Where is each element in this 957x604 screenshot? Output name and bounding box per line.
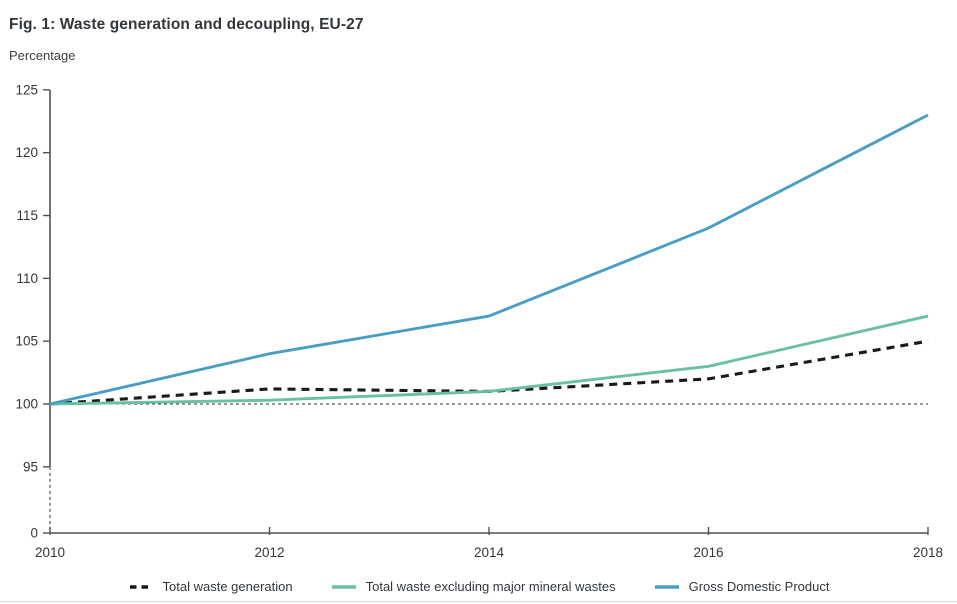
series-line-total-waste-excluding-major-mineral-wastes xyxy=(49,314,929,406)
y-tick-label: 115 xyxy=(16,208,38,223)
legend-item-total-waste-generation: Total waste generation xyxy=(128,579,293,594)
y-tick-label: 100 xyxy=(15,397,38,412)
legend-label: Gross Domestic Product xyxy=(688,579,830,594)
figure-title: Fig. 1: Waste generation and decoupling,… xyxy=(9,16,364,33)
legend-label: Total waste excluding major mineral wast… xyxy=(365,579,616,594)
x-tick-label: 2010 xyxy=(35,545,65,560)
y-axis-unit-label: Percentage xyxy=(9,48,76,63)
dashed-line-marker-icon xyxy=(128,584,154,590)
y-tick-label: 95 xyxy=(23,459,38,474)
chart-legend: Total waste generation Total waste exclu… xyxy=(0,579,957,594)
y-tick-label: 105 xyxy=(15,334,38,349)
series-line-gross-domestic-product xyxy=(49,113,929,406)
y-tick-label: 120 xyxy=(15,145,38,160)
y-tick-label: 125 xyxy=(15,82,38,97)
x-tick-label: 2016 xyxy=(693,545,723,560)
solid-line-marker-icon xyxy=(331,584,357,590)
legend-item-waste-excluding-mineral: Total waste excluding major mineral wast… xyxy=(331,579,616,594)
y-tick-label: 0 xyxy=(30,526,38,541)
bottom-divider xyxy=(0,601,957,602)
legend-item-gdp: Gross Domestic Product xyxy=(654,579,830,594)
legend-label: Total waste generation xyxy=(162,579,293,594)
x-tick-label: 2014 xyxy=(474,545,505,560)
x-tick-label: 2012 xyxy=(254,545,284,560)
solid-line-marker-icon xyxy=(654,584,680,590)
y-tick-label: 110 xyxy=(16,271,38,286)
x-tick-label: 2018 xyxy=(913,545,943,560)
